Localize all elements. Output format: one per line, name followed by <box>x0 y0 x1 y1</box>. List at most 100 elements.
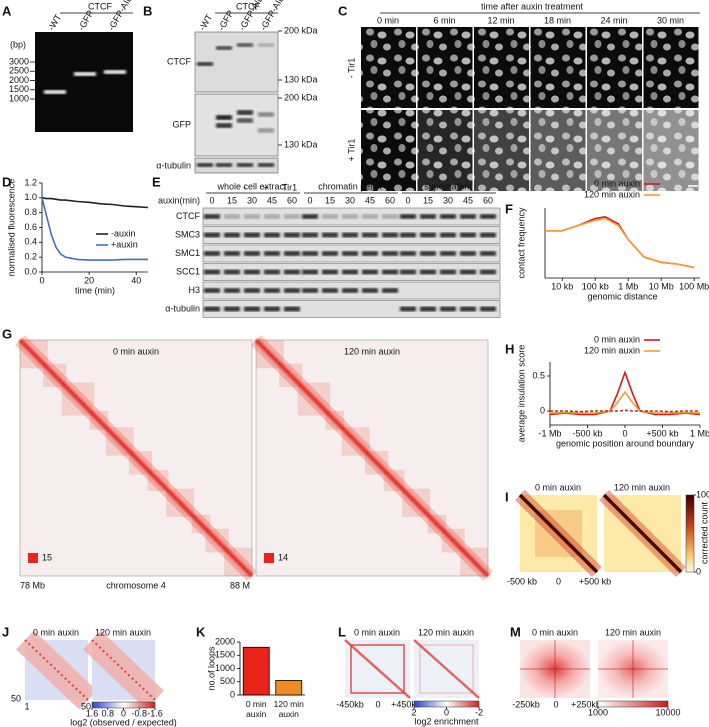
band <box>264 251 280 256</box>
micrograph <box>361 27 416 108</box>
band <box>342 288 358 293</box>
time-label: 24 min <box>600 15 627 25</box>
series-line <box>545 217 695 269</box>
band <box>420 306 436 312</box>
axis-label: chromosome 4 <box>106 580 166 590</box>
band <box>302 251 318 256</box>
scale-label: 14 <box>278 552 288 562</box>
band <box>264 269 280 275</box>
band <box>224 288 240 293</box>
micrograph <box>474 27 529 108</box>
x-tick-label: 0 <box>622 428 627 438</box>
band <box>216 115 232 120</box>
band <box>382 288 398 293</box>
colorbar-tick-label: 0 <box>696 566 701 576</box>
band <box>322 232 338 238</box>
row-label: SCC1 <box>176 266 200 276</box>
map-title: 120 min auxin <box>344 346 400 356</box>
band <box>480 214 496 219</box>
legend-label: 120 min auxin <box>584 189 640 199</box>
x-axis-label: time (min) <box>75 285 115 295</box>
band <box>237 43 253 47</box>
band <box>322 214 338 219</box>
band <box>382 251 398 256</box>
band <box>284 232 300 238</box>
band <box>284 306 300 312</box>
tir1-plus: + <box>263 182 268 192</box>
band <box>224 269 240 275</box>
band <box>400 214 416 219</box>
series-line <box>41 197 148 261</box>
bar <box>242 646 270 696</box>
time-label: 30 <box>443 195 453 205</box>
band <box>204 269 220 275</box>
series-line <box>41 197 149 209</box>
micrograph <box>643 110 699 191</box>
band <box>224 251 240 256</box>
micrograph <box>530 110 586 191</box>
colorbar-tick-label: -2 <box>475 707 483 717</box>
legend-label: +auxin <box>111 239 138 249</box>
y-tick-label: 500 <box>220 676 235 686</box>
series-line <box>549 390 701 414</box>
colorbar-tick-label: 1000 <box>588 707 608 717</box>
time-label: 60 <box>483 195 493 205</box>
domain-edge <box>350 644 405 694</box>
x-tick-label: +250kb <box>571 699 601 709</box>
row-label: + Tir1 <box>346 139 356 162</box>
band <box>237 110 253 115</box>
marker-label: 130 kDa <box>284 74 318 84</box>
row-label: SMC1 <box>175 248 200 258</box>
band <box>440 306 456 312</box>
band <box>302 269 318 275</box>
ladder-label: 2000 <box>9 75 29 85</box>
x-tick-label: 0 <box>556 576 561 586</box>
lane-label: -WT <box>46 12 63 32</box>
diagonal-band <box>83 630 164 710</box>
band <box>400 232 416 238</box>
x-tick-label: 100 Mb <box>679 281 709 291</box>
tir1-label: Tir1 <box>282 182 297 192</box>
x-tick-label: -450kb <box>336 699 364 709</box>
band <box>322 251 338 256</box>
y-axis-label: no.of loops <box>206 646 216 691</box>
legend-label: 0 min auxin <box>594 178 640 188</box>
y-tick-label: 0 <box>230 689 235 699</box>
band <box>460 269 476 275</box>
scale-swatch <box>264 553 274 563</box>
domain-edge <box>419 644 474 694</box>
series-line <box>549 370 701 416</box>
colorbar <box>91 701 156 709</box>
colorbar <box>685 494 695 573</box>
row-label: α-tubulin <box>156 160 191 170</box>
band <box>400 269 416 275</box>
y-tick-label: 0 <box>540 405 545 415</box>
band <box>224 232 240 238</box>
time-label: 60 <box>287 195 297 205</box>
colorbar-tick-label: -1.6 <box>147 708 163 718</box>
band <box>382 232 398 238</box>
colorbar-tick-label: 0 <box>444 707 449 717</box>
band <box>204 232 220 238</box>
band <box>382 214 398 219</box>
x-tick-label: 10 Mb <box>649 281 674 291</box>
y-tick-label: 0.2 <box>24 252 37 262</box>
header: time after auxin treatment <box>481 1 584 11</box>
band <box>74 72 96 76</box>
panel-letter: J <box>2 624 9 639</box>
gel <box>35 32 133 132</box>
panel-letter: B <box>143 3 152 18</box>
scale-label: 15 <box>42 552 52 562</box>
band <box>258 128 274 133</box>
group-label: supernatant <box>424 181 472 191</box>
colorbar-label: corrected count <box>699 501 709 564</box>
band <box>460 251 476 256</box>
band <box>302 214 318 219</box>
colorbar-tick-label: 10000 <box>655 707 680 717</box>
band <box>342 214 358 219</box>
y-tick-label: 0.8 <box>24 207 37 217</box>
band <box>284 251 300 256</box>
time-label: 12 min <box>487 15 514 25</box>
band <box>204 251 220 256</box>
time-label: 0 <box>209 195 214 205</box>
